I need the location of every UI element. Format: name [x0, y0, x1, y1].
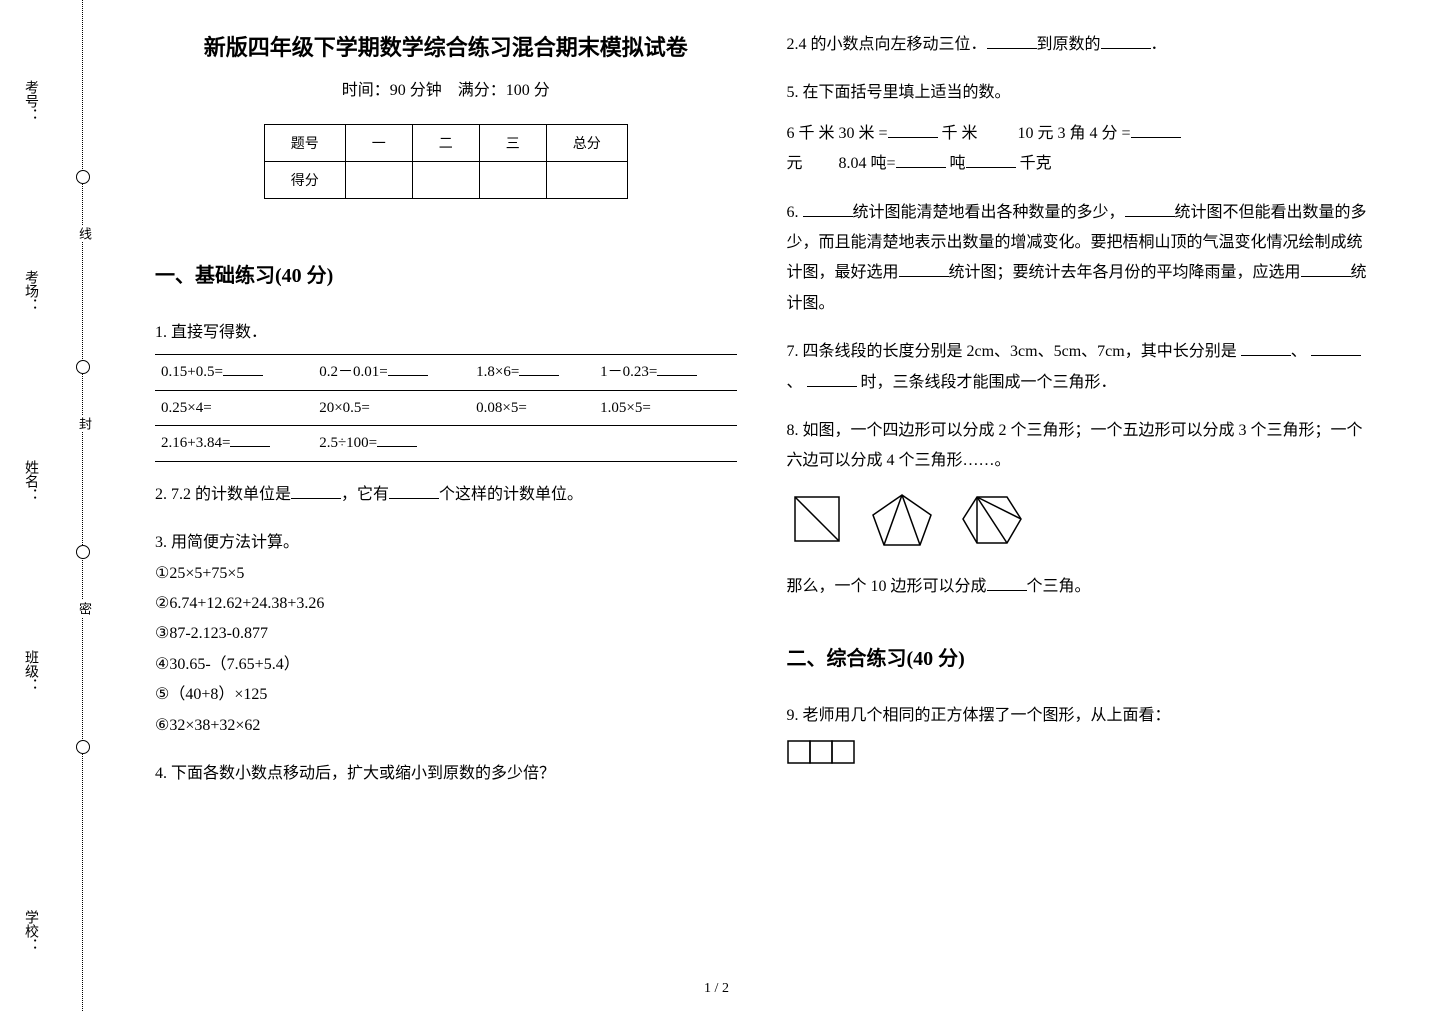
- score-cell: [345, 162, 412, 199]
- question-5: 5. 在下面括号里填上适当的数。 6 千 米 30 米 = 千 米 10 元 3…: [787, 78, 1369, 179]
- q5-text: 6 千 米 30 米 =: [787, 125, 888, 142]
- q3-item: ⑥32×38+32×62: [155, 711, 737, 741]
- quadrilateral-icon: [787, 489, 847, 549]
- question-4: 4. 下面各数小数点移动后，扩大或缩小到原数的多少倍？: [155, 759, 737, 789]
- question-9: 9. 老师用几个相同的正方体摆了一个图形，从上面看：: [787, 701, 1369, 777]
- score-cell: [479, 162, 546, 199]
- q4-stem: 4. 下面各数小数点移动后，扩大或缩小到原数的多少倍？: [155, 759, 737, 789]
- binding-label-room: 考场：: [20, 270, 40, 312]
- circle-marker: [76, 545, 90, 559]
- calc-cell: 0.15+0.5=: [155, 355, 313, 391]
- score-header: 一: [345, 125, 412, 162]
- right-column: 2.4 的小数点向左移动三位． 到原数的 ． 5. 在下面括号里填上适当的数。 6 …: [762, 30, 1394, 991]
- calc-cell: [470, 426, 594, 462]
- calc-cell: 0.08×5=: [470, 390, 594, 426]
- binding-label-class: 班级：: [20, 650, 40, 692]
- circle-marker: [76, 360, 90, 374]
- score-header: 三: [479, 125, 546, 162]
- score-row-label: 得分: [264, 162, 345, 199]
- q4-line-text: ．: [1151, 36, 1167, 53]
- exam-subtitle: 时间：90 分钟 满分：100 分: [155, 76, 737, 100]
- q8-stem: 8. 如图，一个四边形可以分成 2 个三角形；一个五边形可以分成 3 个三角形；…: [787, 416, 1369, 477]
- q5-text: 元: [787, 155, 803, 172]
- question-2: 2. 7.2 的计数单位是 ，它有 个这样的计数单位。: [155, 480, 737, 510]
- dotted-line: [82, 0, 83, 1011]
- exam-title: 新版四年级下学期数学综合练习混合期末模拟试卷: [155, 30, 737, 62]
- binding-label-examid: 考号：: [20, 80, 40, 122]
- q5-stem: 5. 在下面括号里填上适当的数。: [787, 78, 1369, 108]
- q9-stem: 9. 老师用几个相同的正方体摆了一个图形，从上面看：: [787, 701, 1369, 731]
- page-number: 1 / 2: [704, 981, 729, 997]
- score-cell: [412, 162, 479, 199]
- question-6: 6. 统计图能清楚地看出各种数量的多少，统计图不但能看出数量的多少，而且能清楚地…: [787, 198, 1369, 320]
- q3-item: ②6.74+12.62+24.38+3.26: [155, 589, 737, 619]
- q6-text: 统计图；要统计去年各月份的平均降雨量，应选用: [949, 264, 1301, 281]
- calc-cell: 1.05×5=: [594, 390, 736, 426]
- binding-cut-text-1: 线: [75, 225, 94, 242]
- calc-cell: 0.25×4=: [155, 390, 313, 426]
- binding-label-name: 姓名：: [20, 460, 40, 502]
- q4-line-text: 到原数的: [1037, 36, 1101, 53]
- content-area: 新版四年级下学期数学综合练习混合期末模拟试卷 时间：90 分钟 满分：100 分…: [110, 0, 1433, 1011]
- section-2-heading: 二、综合练习(40 分): [787, 642, 1369, 671]
- binding-label-school: 学校：: [20, 910, 40, 952]
- binding-cut-text-2: 封: [75, 415, 94, 432]
- question-8: 8. 如图，一个四边形可以分成 2 个三角形；一个五边形可以分成 3 个三角形；…: [787, 416, 1369, 603]
- q5-text: 千 米: [942, 125, 978, 142]
- q7-sep: 、: [787, 374, 803, 391]
- q8-line-text: 那么，一个 10 边形可以分成: [787, 578, 987, 595]
- q2-text: ，它有: [341, 486, 389, 503]
- calc-cell: 2.16+3.84=: [155, 426, 313, 462]
- q9-top-view: [787, 732, 1369, 777]
- q7-text: 时，三条线段才能围成一个三角形．: [861, 374, 1117, 391]
- pentagon-icon: [867, 489, 937, 549]
- q4-line-text: 2.4 的小数点向左移动三位．: [787, 36, 987, 53]
- binding-strip: 考号： 线 考场： 封 姓名： 密 班级： 学校：: [0, 0, 110, 1011]
- calc-cell: 0.2－0.01=: [313, 355, 470, 391]
- binding-cut-text-3: 密: [75, 600, 94, 617]
- q2-text: 个这样的计数单位。: [439, 486, 583, 503]
- q3-item: ①25×5+75×5: [155, 559, 737, 589]
- calc-cell: 1.8×6=: [470, 355, 594, 391]
- calc-cell: 2.5÷100=: [313, 426, 470, 462]
- q7-text: 7. 四条线段的长度分别是 2cm、3cm、5cm、7cm，其中长分别是: [787, 343, 1237, 360]
- question-7: 7. 四条线段的长度分别是 2cm、3cm、5cm、7cm，其中长分别是 、 、…: [787, 337, 1369, 398]
- q5-text: 8.04 吨=: [839, 155, 896, 172]
- q3-stem: 3. 用简便方法计算。: [155, 528, 737, 558]
- score-header: 总分: [546, 125, 627, 162]
- question-4-line: 2.4 的小数点向左移动三位． 到原数的 ．: [787, 30, 1369, 60]
- section-1-heading: 一、基础练习(40 分): [155, 259, 737, 288]
- q8-line-text: 个三角。: [1027, 578, 1091, 595]
- left-column: 新版四年级下学期数学综合练习混合期末模拟试卷 时间：90 分钟 满分：100 分…: [130, 30, 762, 991]
- q8-shapes: [787, 489, 1369, 560]
- score-header: 二: [412, 125, 479, 162]
- calc-cell: 20×0.5=: [313, 390, 470, 426]
- calc-cell: [594, 426, 736, 462]
- calc-cell: 1－0.23=: [594, 355, 736, 391]
- score-header: 题号: [264, 125, 345, 162]
- q6-text: 统计图能清楚地看出各种数量的多少，: [853, 204, 1125, 221]
- score-table: 题号 一 二 三 总分 得分: [264, 124, 628, 199]
- q5-text: 吨: [950, 155, 966, 172]
- circle-marker: [76, 740, 90, 754]
- question-3: 3. 用简便方法计算。 ①25×5+75×5 ②6.74+12.62+24.38…: [155, 528, 737, 741]
- q3-item: ⑤（40+8）×125: [155, 680, 737, 710]
- question-1: 1. 直接写得数． 0.15+0.5= 0.2－0.01= 1.8×6= 1－0…: [155, 318, 737, 462]
- hexagon-icon: [957, 489, 1027, 549]
- q6-text: 6.: [787, 204, 803, 221]
- q5-text: 10 元 3 角 4 分 =: [1018, 125, 1131, 142]
- q2-text: 2. 7.2 的计数单位是: [155, 486, 291, 503]
- q7-sep: 、: [1291, 343, 1307, 360]
- score-cell: [546, 162, 627, 199]
- q1-calc-table: 0.15+0.5= 0.2－0.01= 1.8×6= 1－0.23= 0.25×…: [155, 354, 737, 462]
- q1-stem: 1. 直接写得数．: [155, 318, 737, 348]
- q3-item: ④30.65-（7.65+5.4）: [155, 650, 737, 680]
- q3-item: ③87-2.123-0.877: [155, 619, 737, 649]
- q5-text: 千克: [1020, 155, 1052, 172]
- circle-marker: [76, 170, 90, 184]
